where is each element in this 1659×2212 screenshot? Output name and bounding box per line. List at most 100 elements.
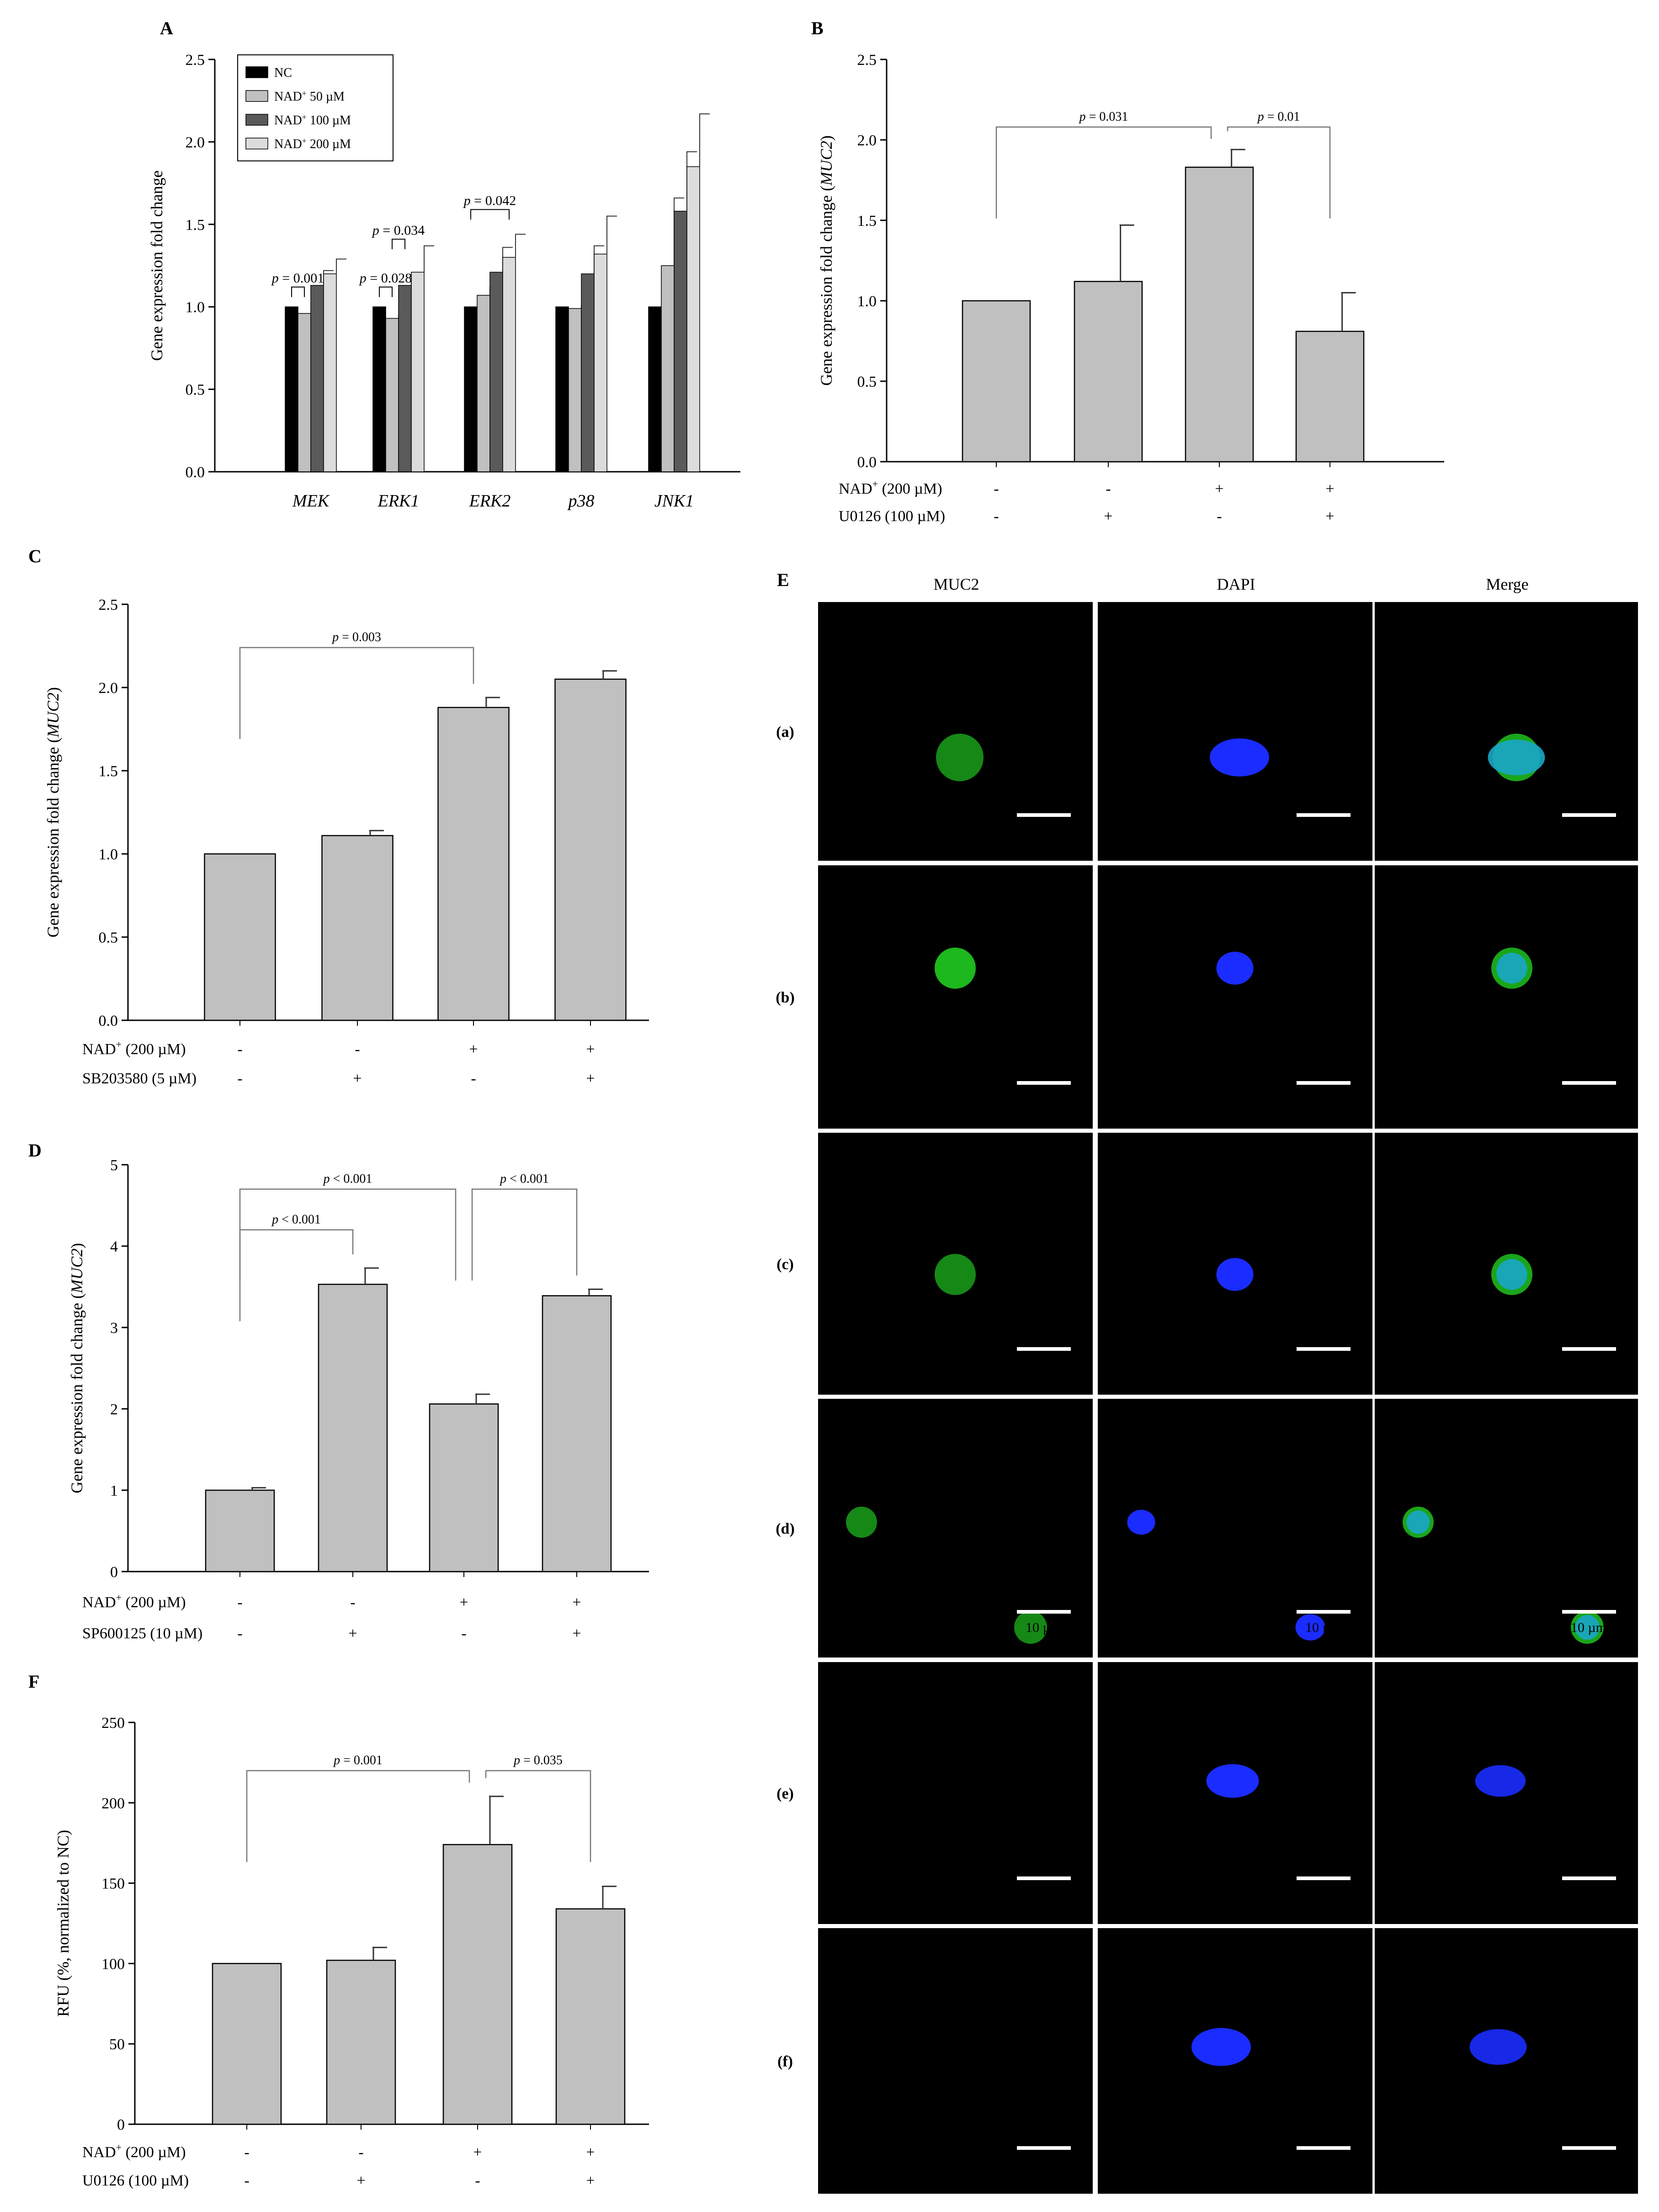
scale-bar-label: 10 µm <box>1571 823 1606 838</box>
text-part: NC <box>274 66 292 80</box>
text-part: = 0.003 <box>339 630 381 645</box>
treatment-sign: - <box>1106 480 1111 497</box>
text-part: + <box>872 478 878 490</box>
treatment-sign: - <box>475 2172 480 2189</box>
text-part: + <box>302 136 307 145</box>
treatment-label: NAD+ (200 µM) <box>82 1039 186 1058</box>
bar <box>674 211 687 472</box>
treatment-sign: - <box>461 1625 466 1642</box>
nucleus <box>1191 2028 1251 2066</box>
scale-bar-label: 10 µm <box>1571 1887 1606 1902</box>
bar <box>442 1844 513 2125</box>
text-part: ) <box>68 1243 86 1248</box>
text-part: Gene expression fold change ( <box>44 737 62 938</box>
nucleus <box>1206 1764 1259 1798</box>
scale-bar <box>1562 813 1616 817</box>
y-tick-label: 0.5 <box>857 373 877 390</box>
panel-label: E <box>777 570 789 590</box>
micrograph <box>818 1928 1093 2194</box>
significance-label: p = 0.001 <box>271 271 324 286</box>
nucleus <box>1469 2029 1527 2065</box>
treatment-sign: + <box>1325 508 1334 525</box>
y-tick-label: 1.5 <box>857 213 877 229</box>
scale-bar-label: 10 µm <box>1305 823 1341 838</box>
scale-bar-label: 10 µm <box>1026 1620 1061 1635</box>
micrograph <box>818 602 1093 861</box>
scale-bar <box>1297 2146 1351 2150</box>
bar <box>298 313 311 472</box>
text-part: < 0.001 <box>506 1172 549 1186</box>
y-tick-label: 1.0 <box>99 846 118 863</box>
micrograph <box>1098 602 1372 861</box>
treatment-label: NAD+ (200 µM) <box>82 2142 186 2161</box>
treatment-sign: - <box>237 1070 242 1087</box>
scale-bar <box>1017 1876 1071 1880</box>
treatment-sign: + <box>356 2172 365 2189</box>
text-part: p <box>499 1172 506 1186</box>
y-tick-label: 2.0 <box>186 134 205 151</box>
treatment-sign: + <box>586 2172 595 2189</box>
y-tick-label: 3 <box>110 1320 118 1337</box>
scale-bar-label: 10 µm <box>1305 1620 1341 1635</box>
significance-label: p = 0.042 <box>463 193 516 208</box>
treatment-sign: - <box>237 1594 242 1611</box>
bar <box>285 306 298 472</box>
y-tick-label: 1.0 <box>857 293 877 310</box>
text-part: U0126 (100 µM) <box>839 508 945 525</box>
treatment-sign: + <box>469 1041 478 1058</box>
bar <box>568 308 582 472</box>
panel-label: C <box>28 546 42 566</box>
scale-bar-label: 10 µm <box>1571 2156 1606 2171</box>
text-part: NAD <box>82 2144 116 2161</box>
scale-bar <box>1297 1081 1351 1085</box>
significance-bracket <box>470 209 510 220</box>
treatment-sign: + <box>1215 480 1223 497</box>
y-tick-label: 50 <box>109 2036 125 2053</box>
treatment-sign: + <box>586 1041 595 1058</box>
scale-bar-label: 10 µm <box>1571 1620 1606 1635</box>
text-part: (200 µM) <box>122 1594 186 1611</box>
y-tick-label: 2.5 <box>857 52 877 69</box>
text-part: NAD <box>274 113 302 128</box>
legend-swatch <box>245 114 268 126</box>
scale-bar-label: 10 µm <box>1305 1887 1341 1902</box>
y-axis-label: Gene expression fold change (MUC2) <box>44 687 62 938</box>
treatment-sign: + <box>353 1070 362 1087</box>
text-part: RFU (%, normalized to NC) <box>54 1830 72 2017</box>
y-axis-label: Gene expression fold change (MUC2) <box>817 135 835 386</box>
text-part: + <box>302 89 307 98</box>
text-part: p <box>372 223 379 238</box>
text-part: SB203580 (5 µM) <box>82 1070 197 1087</box>
treatment-sign: + <box>572 1625 581 1642</box>
micrograph <box>818 865 1093 1129</box>
text-part: ) <box>817 135 835 141</box>
treatment-sign: + <box>1104 508 1112 525</box>
treatment-label: NAD+ (200 µM) <box>82 1592 186 1611</box>
panel-label: B <box>811 18 824 38</box>
x-tick-label: ERK2 <box>469 491 511 511</box>
text-part: = 0.01 <box>1264 110 1300 124</box>
treatment-sign: + <box>348 1625 357 1642</box>
y-tick-label: 1.5 <box>99 763 118 780</box>
treatment-label: NAD+ (200 µM) <box>839 478 942 497</box>
text-part: p <box>323 1172 330 1186</box>
row-label: (f) <box>777 2053 793 2070</box>
significance-bracket <box>239 647 474 739</box>
column-header: Merge <box>1486 575 1528 593</box>
y-tick-label: 150 <box>101 1876 125 1892</box>
text-part: = 0.001 <box>340 1753 383 1767</box>
legend-entry: NAD+ 200 µM <box>274 136 351 151</box>
treatment-sign: - <box>358 2144 363 2161</box>
scale-bar-label: 10 µm <box>1571 1357 1606 1372</box>
treatment-sign: - <box>244 2144 249 2161</box>
nucleus <box>1127 1509 1155 1535</box>
significance-bracket <box>485 1770 591 1862</box>
text-part: p <box>271 1212 278 1226</box>
nucleus <box>1575 1615 1600 1640</box>
significance-bracket <box>246 1770 470 1862</box>
treatment-sign: + <box>586 1070 595 1087</box>
bar <box>326 1960 396 2125</box>
text-part: = 0.001 <box>279 271 324 286</box>
nucleus <box>1496 1259 1527 1290</box>
